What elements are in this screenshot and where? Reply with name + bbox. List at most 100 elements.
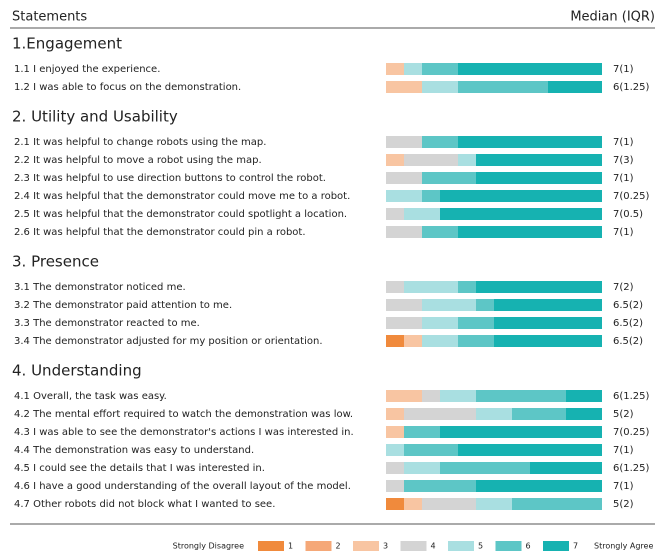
statement: 4.2 The mental effort required to watch … — [14, 409, 353, 420]
bar-segment — [476, 172, 602, 184]
legend-swatch — [495, 541, 522, 551]
bar-segment — [476, 281, 602, 293]
median: 7(0.25) — [613, 191, 650, 202]
bar-segment — [494, 317, 602, 329]
statement: 3.1 The demonstrator noticed me. — [14, 282, 186, 293]
statement: 3.3 The demonstrator reacted to me. — [14, 318, 200, 329]
group-title: 1.Engagement — [12, 35, 122, 53]
statement: 2.4 It was helpful that the demonstrator… — [14, 191, 350, 202]
legend-label: 1 — [288, 542, 293, 551]
bar-segment — [530, 462, 602, 474]
bar-segment — [386, 390, 422, 402]
bar-segment — [386, 498, 404, 510]
legend-swatch — [543, 541, 569, 551]
statement: 2.5 It was helpful that the demonstrator… — [14, 209, 347, 220]
bar-segment — [458, 335, 494, 347]
bar-segment — [404, 63, 422, 75]
bar-segment — [476, 390, 566, 402]
median: 6(1.25) — [613, 463, 650, 474]
bar-segment — [476, 299, 494, 311]
bar-segment — [386, 444, 404, 456]
median: 7(1) — [613, 445, 634, 456]
median: 7(1) — [613, 173, 634, 184]
bar-segment — [440, 390, 476, 402]
median: 5(2) — [613, 499, 634, 510]
bar-segment — [422, 190, 440, 202]
bar-segment — [386, 480, 404, 492]
legend-label: 3 — [383, 542, 388, 551]
legend-right: Strongly Agree — [594, 542, 653, 551]
bar-segment — [422, 498, 476, 510]
bar-segment — [494, 299, 602, 311]
statement: 3.4 The demonstrator adjusted for my pos… — [14, 336, 323, 347]
legend-swatch — [448, 541, 474, 551]
header-right: Median (IQR) — [570, 10, 655, 25]
bar-segment — [422, 299, 476, 311]
bar-segment — [566, 390, 602, 402]
median: 7(0.25) — [613, 427, 650, 438]
statement: 2.3 It was helpful to use direction butt… — [14, 173, 326, 184]
bar-segment — [440, 208, 602, 220]
bar-segment — [404, 426, 440, 438]
legend-label: 4 — [431, 542, 436, 551]
bar-segment — [458, 226, 602, 238]
bar-segment — [440, 426, 602, 438]
bar-segment — [458, 444, 602, 456]
bar-segment — [404, 208, 440, 220]
bar-segment — [458, 154, 476, 166]
bar-segment — [386, 172, 422, 184]
statement: 2.6 It was helpful that the demonstrator… — [14, 227, 306, 238]
group-title: 4. Understanding — [12, 362, 142, 380]
median: 6.5(2) — [613, 336, 643, 347]
bar-segment — [548, 81, 602, 93]
legend-swatch — [400, 541, 427, 551]
bar-segment — [422, 81, 458, 93]
bar-segment — [386, 408, 404, 420]
bar-segment — [386, 190, 422, 202]
bar-segment — [404, 335, 422, 347]
bar-segment — [458, 81, 548, 93]
bar-segment — [422, 390, 440, 402]
bar-segment — [458, 281, 476, 293]
header-left: Statements — [12, 10, 87, 25]
legend-left: Strongly Disagree — [173, 542, 244, 551]
bar-segment — [404, 462, 440, 474]
bar-segment — [440, 190, 602, 202]
bar-segment — [422, 335, 458, 347]
median: 5(2) — [613, 409, 634, 420]
statement: 4.3 I was able to see the demonstrator's… — [14, 427, 354, 438]
statement: 4.4 The demonstration was easy to unders… — [14, 445, 254, 456]
median: 6(1.25) — [613, 391, 650, 402]
bar-segment — [422, 226, 458, 238]
statement: 4.5 I could see the details that I was i… — [14, 463, 265, 474]
median: 7(1) — [613, 64, 634, 75]
statement: 4.6 I have a good understanding of the o… — [14, 481, 351, 492]
statement: 3.2 The demonstrator paid attention to m… — [14, 300, 232, 311]
bar-segment — [386, 208, 404, 220]
legend-swatch — [305, 541, 332, 551]
statement: 4.7 Other robots did not block what I wa… — [14, 499, 275, 510]
legend-label: 5 — [478, 542, 483, 551]
median: 6.5(2) — [613, 300, 643, 311]
bar-segment — [404, 444, 458, 456]
median: 7(3) — [613, 155, 634, 166]
bar-segment — [458, 136, 602, 148]
bar-segment — [512, 408, 566, 420]
bar-segment — [566, 408, 602, 420]
bar-segment — [386, 281, 404, 293]
legend-swatch — [353, 541, 379, 551]
bar-segment — [404, 408, 476, 420]
bar-segment — [386, 317, 422, 329]
bar-segment — [422, 63, 458, 75]
bar-segment — [404, 498, 422, 510]
median: 7(1) — [613, 137, 634, 148]
legend-label: 6 — [526, 542, 531, 551]
bar-segment — [476, 408, 512, 420]
bar-segment — [386, 154, 404, 166]
legend-label: 2 — [336, 542, 341, 551]
bar-segment — [386, 426, 404, 438]
statement: 2.2 It was helpful to move a robot using… — [14, 155, 262, 166]
legend-label: 7 — [573, 542, 578, 551]
bar-segment — [386, 226, 422, 238]
